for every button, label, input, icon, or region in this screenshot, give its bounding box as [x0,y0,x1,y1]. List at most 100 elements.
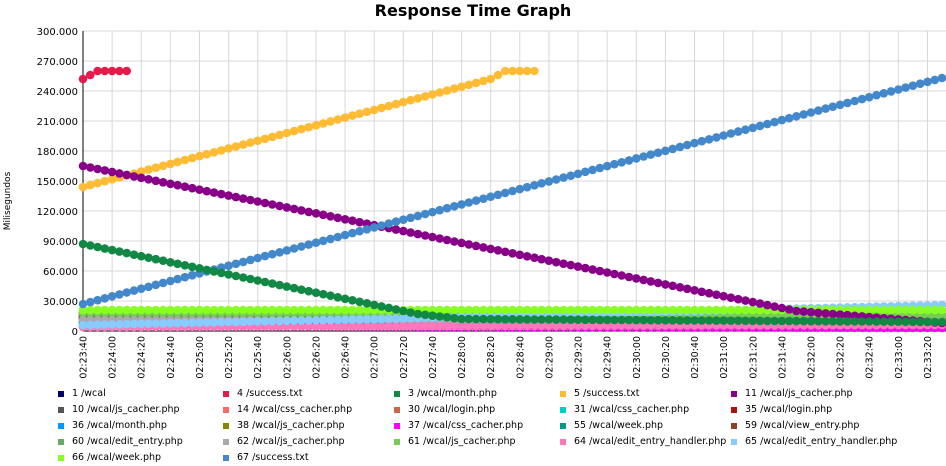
data-point [522,305,532,315]
data-point [537,305,546,315]
data-point [78,320,88,330]
x-tick-label: 02:29:20 [574,336,585,379]
data-point [588,165,597,175]
data-point [129,250,139,259]
data-point [369,300,379,310]
data-point [566,171,576,180]
data-point [792,112,801,121]
data-point [311,305,321,315]
data-point [639,152,648,161]
data-point [304,207,314,217]
data-point [289,316,299,325]
x-tick-label: 02:25:40 [253,336,264,379]
data-point [530,66,539,76]
data-point [493,305,503,315]
data-point [246,274,255,284]
data-point [551,321,561,331]
data-point [479,76,488,86]
data-point [457,314,466,324]
x-tick-label: 02:28:20 [486,336,497,379]
data-point [187,262,197,272]
legend-swatch [731,391,737,397]
data-point [675,283,685,292]
legend-label: 11 /wcal/js_cacher.php [745,388,853,399]
data-point [326,117,335,126]
data-point [282,316,292,326]
data-point [318,210,328,220]
data-point [187,305,197,315]
data-point [195,151,204,161]
data-point [500,247,510,257]
data-point [348,322,357,331]
data-point [340,305,350,315]
data-point [682,305,692,315]
data-point [238,194,248,203]
data-point [894,305,903,315]
data-point [420,310,430,320]
data-point [362,314,372,324]
data-point [100,320,110,329]
legend-swatch [394,423,400,429]
legend-swatch [560,423,566,429]
data-point [202,186,212,196]
data-point [886,87,896,96]
data-point [799,316,808,326]
data-point [246,255,255,265]
data-point [624,305,634,315]
data-point [166,179,175,189]
data-point [318,305,328,315]
data-point [129,305,139,315]
data-point [588,321,597,331]
data-point [719,291,728,301]
data-point [187,318,197,328]
data-point [937,317,946,327]
data-point [450,321,459,331]
x-tick-label: 02:30:40 [690,336,701,379]
data-point [268,279,277,288]
data-point [566,321,576,331]
data-point [784,305,794,314]
y-tick-label: 0 [72,327,78,338]
data-point [719,131,728,140]
data-point [450,202,459,211]
data-point [559,173,568,182]
data-point [515,250,525,260]
data-point [413,211,423,221]
data-point [238,273,248,282]
data-point [530,181,539,190]
data-point [209,305,219,315]
data-point [340,315,350,324]
data-point [326,234,335,244]
data-point [733,127,743,136]
data-point [763,300,772,310]
data-point [391,217,401,226]
data-point [275,248,284,257]
data-point [500,305,510,315]
data-point [566,305,576,315]
data-point [632,274,641,283]
data-point [238,317,248,327]
data-point [151,254,161,264]
data-point [297,242,306,251]
data-point [384,322,394,331]
data-point [682,140,692,150]
data-point [311,121,321,130]
data-point [639,305,648,315]
data-point [355,322,364,331]
data-point [471,305,481,315]
x-tick-label: 02:33:00 [894,336,905,379]
data-point [122,248,131,258]
y-tick-label: 90.000 [43,237,78,248]
data-point [78,74,88,84]
data-point [661,305,670,315]
data-point [355,315,364,324]
data-point [86,320,95,330]
data-point [144,253,153,262]
data-point [377,103,386,113]
data-point [318,322,328,331]
data-point [377,221,386,230]
data-point [413,229,423,239]
legend-swatch [58,455,64,461]
x-tick-label: 02:24:00 [108,336,119,379]
data-point [384,314,394,323]
